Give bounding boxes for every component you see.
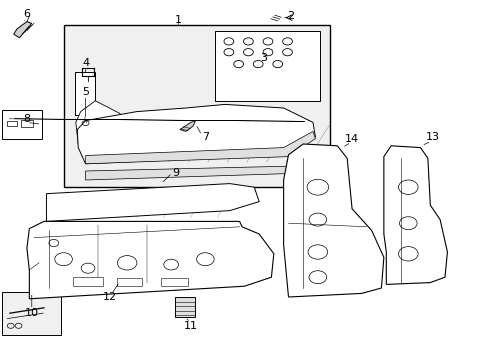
- Polygon shape: [85, 166, 312, 180]
- Bar: [2, 110, 41, 139]
- Bar: [161, 278, 188, 286]
- Polygon shape: [46, 184, 259, 221]
- Text: 3: 3: [260, 53, 267, 63]
- Polygon shape: [77, 104, 315, 164]
- Polygon shape: [383, 146, 447, 284]
- Polygon shape: [180, 121, 195, 131]
- Text: 2: 2: [287, 11, 294, 21]
- Bar: [175, 297, 194, 317]
- Text: 7: 7: [202, 132, 208, 142]
- Bar: [21, 120, 33, 127]
- Text: 14: 14: [345, 134, 358, 144]
- Text: 10: 10: [25, 308, 39, 318]
- Bar: [7, 121, 17, 126]
- Text: 13: 13: [425, 132, 439, 142]
- Text: 6: 6: [23, 9, 30, 19]
- Polygon shape: [85, 131, 315, 164]
- Bar: [215, 31, 320, 101]
- Bar: [73, 277, 102, 286]
- Text: 9: 9: [172, 168, 179, 178]
- Bar: [63, 25, 329, 187]
- Text: 1: 1: [175, 15, 182, 25]
- Polygon shape: [76, 101, 124, 151]
- Polygon shape: [14, 22, 32, 38]
- Bar: [2, 292, 61, 335]
- Text: 5: 5: [82, 87, 89, 97]
- Text: 12: 12: [103, 292, 117, 302]
- Polygon shape: [27, 221, 273, 299]
- Polygon shape: [283, 144, 383, 297]
- Text: 11: 11: [183, 321, 197, 331]
- Bar: [117, 278, 142, 286]
- Text: 4: 4: [82, 58, 89, 68]
- Text: 8: 8: [23, 114, 30, 124]
- Bar: [75, 72, 95, 115]
